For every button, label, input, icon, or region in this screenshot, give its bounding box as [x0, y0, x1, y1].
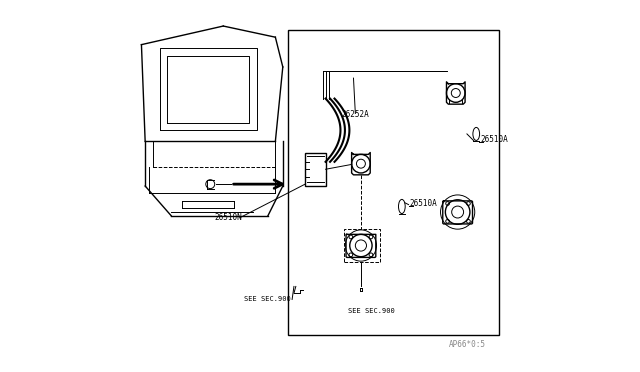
Text: SEE SEC.900: SEE SEC.900 — [244, 296, 291, 302]
Text: 26510N: 26510N — [214, 213, 242, 222]
Text: SEE SEC.900: SEE SEC.900 — [348, 308, 395, 314]
Text: 26510A: 26510A — [480, 135, 508, 144]
Text: 26252A: 26252A — [342, 110, 369, 119]
Text: AP66*0:5: AP66*0:5 — [449, 340, 486, 349]
Text: 26510A: 26510A — [410, 199, 437, 208]
